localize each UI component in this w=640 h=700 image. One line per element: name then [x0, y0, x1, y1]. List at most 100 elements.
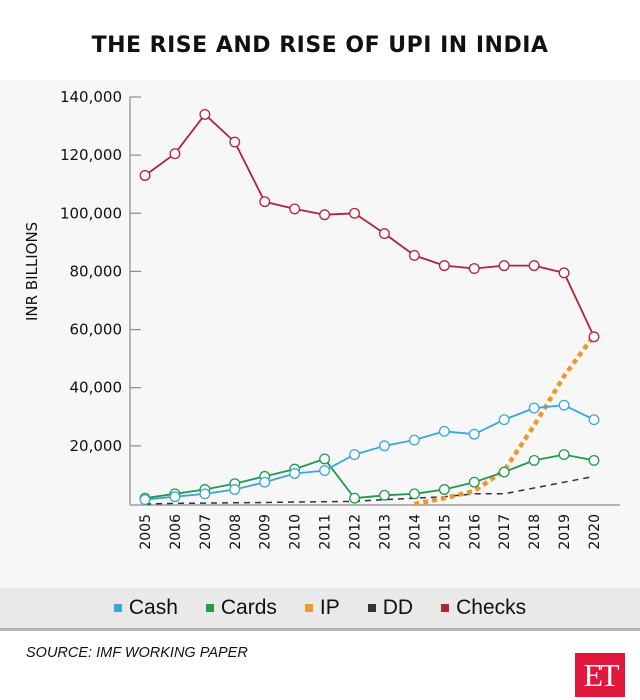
x-tick-label: 2014	[407, 514, 423, 550]
legend-swatch	[441, 604, 450, 612]
source-note: SOURCE: IMF WORKING PAPER	[26, 645, 248, 661]
series-checks	[139, 108, 600, 343]
data-point-checks	[528, 260, 540, 272]
y-tick-label: 140,000	[60, 88, 122, 106]
data-point-cards	[588, 454, 600, 466]
data-point-checks	[139, 170, 151, 181]
y-tick-label: 120,000	[60, 146, 122, 164]
legend-swatch	[304, 604, 313, 612]
y-axis-label: INR BILLIONS	[23, 222, 41, 321]
data-point-cards	[498, 466, 510, 478]
data-point-cash	[319, 465, 331, 477]
data-point-cash	[558, 399, 570, 411]
data-point-cards	[319, 453, 331, 465]
data-point-cards	[468, 476, 480, 488]
legend-item-cards: Cards	[205, 596, 277, 620]
legend-label: Cash	[128, 596, 178, 619]
x-tick-label: 2019	[557, 514, 573, 550]
data-point-cash	[379, 440, 390, 452]
data-point-cash	[199, 488, 211, 500]
series-line-dd	[144, 475, 595, 505]
y-axis-ticks: 20,000 40,000 60,000 80,000 100,000 120,000 14…	[60, 88, 141, 455]
x-tick-label: 2010	[288, 514, 304, 550]
data-point-cash	[259, 476, 271, 488]
data-point-cards	[408, 488, 420, 500]
legend-label: Checks	[456, 596, 527, 619]
axes	[129, 97, 620, 506]
data-point-checks	[259, 196, 271, 208]
legend-label: IP	[319, 596, 340, 619]
data-point-cash	[169, 491, 181, 503]
legend-item-checks: Checks	[441, 596, 526, 620]
y-tick-label: 60,000	[70, 321, 123, 339]
data-point-checks	[169, 148, 181, 160]
data-point-checks	[588, 331, 600, 343]
x-tick-label: 2011	[318, 514, 334, 550]
series-ip	[413, 334, 596, 507]
data-point-cards	[558, 449, 570, 461]
data-point-cash	[349, 449, 360, 461]
x-tick-label: 2006	[168, 514, 184, 550]
data-point-checks	[558, 267, 570, 279]
data-point-cash	[468, 428, 480, 440]
legend-swatch	[367, 604, 376, 612]
data-point-checks	[199, 108, 211, 120]
data-point-cash	[528, 402, 540, 414]
legend-swatch	[113, 604, 122, 612]
data-point-cards	[438, 484, 450, 495]
x-tick-label: 2018	[527, 514, 543, 550]
x-tick-label: 2007	[198, 514, 214, 550]
legend-item-cash: Cash	[113, 596, 178, 620]
x-tick-label: 2012	[348, 514, 364, 550]
data-point-checks	[498, 260, 510, 272]
x-tick-label: 2015	[437, 514, 453, 550]
legend-item-dd: DD	[367, 596, 414, 620]
x-tick-label: 2008	[228, 514, 244, 550]
series-group	[139, 108, 600, 507]
data-point-checks	[468, 263, 480, 274]
series-cash	[139, 399, 600, 506]
data-point-cash	[498, 414, 510, 426]
line-chart: 20,000 40,000 60,000 80,000 100,000 120,000 14…	[23, 88, 620, 550]
title-bar: THE RISE AND RISE OF UPI IN INDIA	[0, 0, 640, 80]
legend-item-ip: IP	[304, 596, 340, 620]
x-axis-ticks: 2005 2006 2007 2008 2009 2010 2011 2012 2013 2014…	[138, 514, 603, 550]
series-line-ip	[413, 334, 596, 507]
data-point-cash	[229, 484, 241, 495]
data-point-cash	[588, 414, 600, 426]
et-logo: ET	[575, 653, 625, 697]
series-dd	[144, 475, 595, 505]
data-point-checks	[408, 249, 420, 261]
x-tick-label: 2017	[497, 514, 513, 550]
data-point-checks	[289, 203, 301, 215]
data-point-checks	[438, 260, 450, 272]
data-point-cash	[408, 434, 420, 446]
y-tick-label: 80,000	[70, 262, 123, 280]
data-point-checks	[319, 209, 331, 221]
data-point-checks	[379, 228, 390, 240]
y-tick-label: 100,000	[60, 204, 122, 222]
x-tick-label: 2013	[377, 514, 393, 550]
data-point-cash	[438, 425, 450, 437]
data-point-cards	[349, 492, 360, 504]
plot-area	[0, 80, 640, 588]
data-point-checks	[349, 207, 360, 219]
data-point-cash	[289, 468, 301, 479]
series-line-checks	[144, 113, 595, 338]
x-tick-label: 2009	[258, 514, 274, 550]
legend-label: Cards	[220, 596, 277, 619]
x-tick-label: 2005	[138, 514, 154, 550]
data-point-cards	[528, 454, 540, 466]
legend-swatch	[205, 604, 214, 612]
footer: SOURCE: IMF WORKING PAPER ET	[0, 631, 640, 700]
series-line-cash	[144, 404, 595, 501]
data-point-cash	[139, 494, 151, 506]
x-tick-label: 2020	[587, 514, 603, 550]
legend: Cash Cards IP DD Checks	[0, 588, 640, 631]
y-tick-label: 20,000	[70, 437, 123, 455]
data-point-cards	[379, 489, 390, 501]
legend-label: DD	[382, 596, 414, 619]
series-line-cards	[144, 453, 595, 500]
chart-title: THE RISE AND RISE OF UPI IN INDIA	[91, 32, 549, 58]
x-tick-label: 2016	[467, 514, 483, 550]
